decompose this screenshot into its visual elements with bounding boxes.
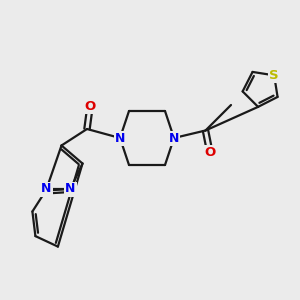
Text: O: O [204,146,216,160]
Text: O: O [84,100,96,113]
Text: N: N [115,131,125,145]
Text: N: N [65,182,76,196]
Text: S: S [269,69,279,82]
Text: N: N [169,131,179,145]
Text: N: N [41,182,52,196]
